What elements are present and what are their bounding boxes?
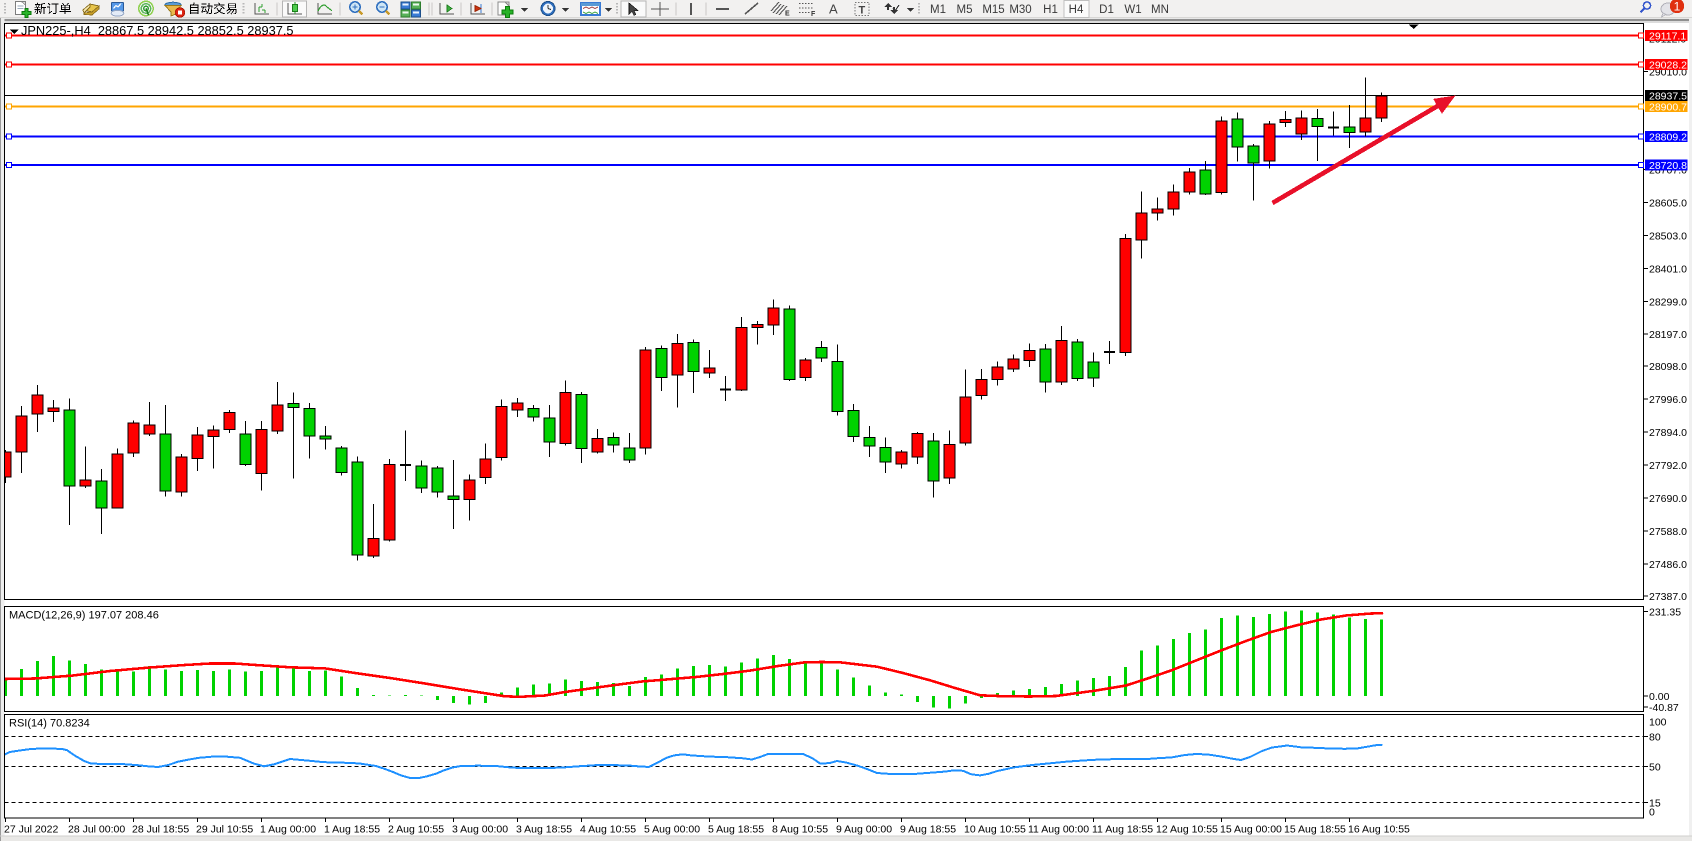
svg-text:5 Aug 18:55: 5 Aug 18:55 — [708, 824, 764, 836]
svg-text:RSI(14) 70.8234: RSI(14) 70.8234 — [9, 718, 90, 730]
svg-text:28197.0: 28197.0 — [1649, 329, 1687, 341]
svg-text:9 Aug 18:55: 9 Aug 18:55 — [900, 824, 956, 836]
svg-text:4 Aug 10:55: 4 Aug 10:55 — [580, 824, 636, 836]
svg-text:1: 1 — [1674, 0, 1681, 13]
svg-text:M1: M1 — [930, 4, 946, 16]
svg-text:10 Aug 10:55: 10 Aug 10:55 — [964, 824, 1026, 836]
svg-text:28098.0: 28098.0 — [1649, 361, 1687, 373]
svg-text:5 Aug 00:00: 5 Aug 00:00 — [644, 824, 700, 836]
svg-text:JPN225-,H4 28867.5 28942.5 28: JPN225-,H4 28867.5 28942.5 28852.5 28937… — [21, 23, 294, 38]
svg-text:29117.1: 29117.1 — [1649, 31, 1686, 43]
svg-text:D1: D1 — [1099, 4, 1114, 16]
svg-text:F: F — [811, 11, 816, 18]
svg-text:28900.7: 28900.7 — [1649, 102, 1687, 114]
svg-text:27 Jul 2022: 27 Jul 2022 — [4, 824, 58, 836]
svg-text:80: 80 — [1649, 731, 1661, 743]
svg-text:29028.2: 29028.2 — [1649, 60, 1687, 72]
svg-text:M15: M15 — [982, 4, 1004, 16]
svg-text:2 Aug 10:55: 2 Aug 10:55 — [388, 824, 444, 836]
svg-text:M30: M30 — [1009, 4, 1031, 16]
svg-text:28299.0: 28299.0 — [1649, 296, 1687, 308]
svg-text:H4: H4 — [1069, 4, 1084, 16]
svg-text:9 Aug 00:00: 9 Aug 00:00 — [836, 824, 892, 836]
svg-text:27486.0: 27486.0 — [1649, 559, 1687, 571]
svg-text:A: A — [829, 2, 838, 17]
svg-text:29 Jul 10:55: 29 Jul 10:55 — [196, 824, 253, 836]
svg-text:27588.0: 27588.0 — [1649, 526, 1687, 538]
svg-text:1 Aug 00:00: 1 Aug 00:00 — [260, 824, 316, 836]
svg-text:50: 50 — [1649, 761, 1661, 773]
svg-text:27792.0: 27792.0 — [1649, 460, 1687, 472]
svg-text:28720.8: 28720.8 — [1649, 160, 1687, 172]
svg-text:11 Aug 18:55: 11 Aug 18:55 — [1092, 824, 1153, 836]
svg-text:15 Aug 00:00: 15 Aug 00:00 — [1220, 824, 1282, 836]
svg-text:W1: W1 — [1124, 4, 1141, 16]
svg-text:H1: H1 — [1043, 4, 1058, 16]
svg-text:27894.0: 27894.0 — [1649, 427, 1687, 439]
svg-text:28 Jul 18:55: 28 Jul 18:55 — [132, 824, 189, 836]
svg-text:27996.0: 27996.0 — [1649, 394, 1687, 406]
svg-text:28401.0: 28401.0 — [1649, 263, 1687, 275]
svg-text:231.35: 231.35 — [1649, 607, 1681, 619]
svg-text:E: E — [785, 11, 790, 18]
svg-text:100: 100 — [1649, 716, 1667, 728]
svg-text:28605.0: 28605.0 — [1649, 197, 1687, 209]
svg-text:15 Aug 18:55: 15 Aug 18:55 — [1284, 824, 1346, 836]
svg-text:0: 0 — [1649, 807, 1655, 819]
svg-text:3 Aug 18:55: 3 Aug 18:55 — [516, 824, 572, 836]
svg-text:T: T — [859, 5, 866, 17]
svg-text:-40.87: -40.87 — [1649, 702, 1679, 714]
svg-text:8 Aug 10:55: 8 Aug 10:55 — [772, 824, 828, 836]
svg-text:28503.0: 28503.0 — [1649, 230, 1687, 242]
svg-text:28937.5: 28937.5 — [1649, 90, 1687, 102]
svg-text:11 Aug 00:00: 11 Aug 00:00 — [1028, 824, 1089, 836]
svg-text:15: 15 — [1649, 798, 1661, 810]
svg-text:MACD(12,26,9) 197.07 208.46: MACD(12,26,9) 197.07 208.46 — [9, 610, 159, 622]
svg-text:1 Aug 18:55: 1 Aug 18:55 — [324, 824, 380, 836]
svg-text:0.00: 0.00 — [1649, 691, 1670, 703]
svg-text:27387.0: 27387.0 — [1649, 591, 1687, 603]
svg-text:3 Aug 00:00: 3 Aug 00:00 — [452, 824, 508, 836]
svg-text:28 Jul 00:00: 28 Jul 00:00 — [68, 824, 125, 836]
svg-text:12 Aug 10:55: 12 Aug 10:55 — [1156, 824, 1218, 836]
svg-text:M5: M5 — [957, 4, 973, 16]
svg-text:27690.0: 27690.0 — [1649, 493, 1687, 505]
svg-text:16 Aug 10:55: 16 Aug 10:55 — [1348, 824, 1410, 836]
svg-text:MN: MN — [1151, 4, 1169, 16]
svg-text:28809.2: 28809.2 — [1649, 132, 1687, 144]
